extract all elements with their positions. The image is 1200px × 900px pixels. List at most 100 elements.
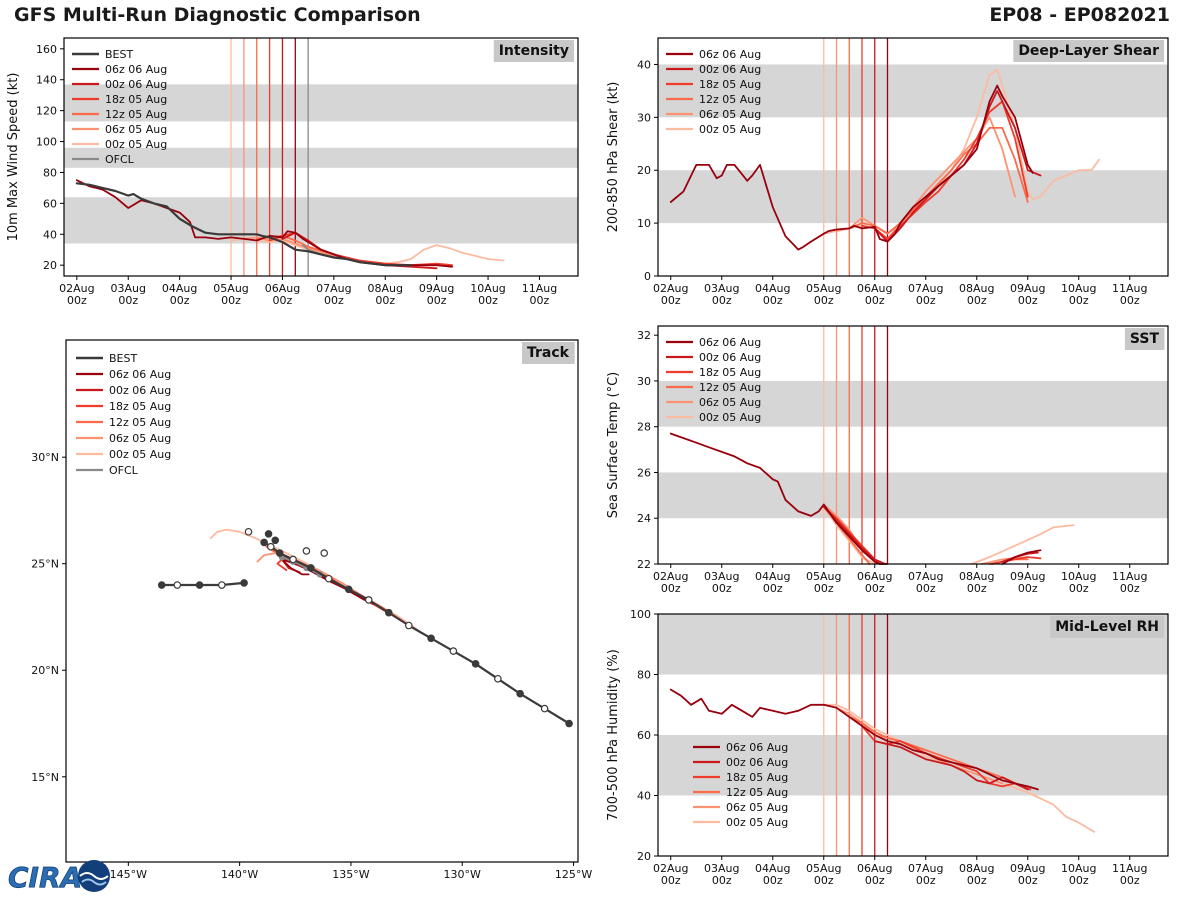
legend-entry-intensity-0: BEST bbox=[105, 48, 133, 61]
track-fix-marker bbox=[260, 538, 268, 547]
y-tick-label: 40 bbox=[637, 790, 651, 803]
cira-globe-wave-icon bbox=[79, 872, 109, 880]
track-fix-marker bbox=[516, 689, 524, 698]
track-fix-marker bbox=[494, 674, 502, 683]
legend-entry-rh-1: 00z 06 Aug bbox=[726, 756, 788, 769]
track-fix-marker bbox=[540, 704, 549, 713]
track-fix-marker bbox=[449, 647, 458, 655]
series-12z-05-aug bbox=[848, 127, 1029, 235]
x-tick-label: 03Aug 00z bbox=[704, 282, 739, 307]
legend-entry-intensity-6: 00z 05 Aug bbox=[105, 138, 167, 151]
legend-entry-sst-3: 12z 05 Aug bbox=[699, 381, 761, 394]
legend-entry-sst-4: 06z 05 Aug bbox=[699, 396, 761, 409]
axes-frame bbox=[63, 37, 579, 277]
series-06z-06-aug bbox=[669, 84, 1034, 251]
track-fix-marker bbox=[173, 581, 182, 589]
y-tick-label: 24 bbox=[637, 512, 651, 525]
panel-sst: 02Aug 00z 03Aug 00z 04Aug 00z 05Aug 00z 06Aug 00z… bbox=[606, 325, 1169, 595]
ylabel-rh: 700-500 hPa Humidity (%) bbox=[606, 649, 621, 821]
legend-entry-rh-4: 06z 05 Aug bbox=[726, 801, 788, 814]
legend-entry-intensity-2: 00z 06 Aug bbox=[105, 78, 167, 91]
track-fix-marker bbox=[344, 585, 353, 594]
x-tick-label: 130°W bbox=[444, 868, 481, 881]
shading-band bbox=[658, 170, 1168, 224]
storm-id: EP08 - EP082021 bbox=[989, 4, 1170, 26]
series-ofcl bbox=[280, 556, 321, 576]
track-extra-marker bbox=[302, 547, 311, 555]
panel-title-bg bbox=[493, 40, 574, 62]
axes-frame bbox=[657, 325, 1169, 565]
legend-entry-sst-5: 00z 05 Aug bbox=[699, 411, 761, 424]
track-extra-marker bbox=[264, 530, 273, 538]
x-tick-label: 08Aug 00z bbox=[959, 570, 994, 595]
track-fix-marker bbox=[266, 542, 275, 551]
x-tick-label: 02Aug 00z bbox=[653, 570, 688, 595]
x-tick-label: 11Aug 00z bbox=[1112, 570, 1147, 595]
legend-entry-intensity-3: 18z 05 Aug bbox=[105, 93, 167, 106]
shading-band bbox=[64, 147, 578, 168]
y-tick-label: 15°N bbox=[31, 771, 59, 784]
x-tick-label: 04Aug 00z bbox=[755, 570, 790, 595]
series-best bbox=[75, 182, 413, 267]
y-tick-label: 22 bbox=[637, 558, 651, 571]
track-fix-marker bbox=[427, 634, 435, 643]
y-tick-label: 20 bbox=[637, 850, 651, 863]
x-tick-label: 05Aug 00z bbox=[806, 570, 841, 595]
legend-entry-track-5: 06z 05 Aug bbox=[109, 432, 171, 445]
y-tick-label: 26 bbox=[637, 466, 651, 479]
panel-title-shear: Deep-Layer Shear bbox=[1018, 43, 1159, 59]
x-tick-label: 03Aug 00z bbox=[111, 282, 146, 307]
panel-title-bg bbox=[1050, 616, 1164, 638]
legend-entry-rh-3: 12z 05 Aug bbox=[726, 786, 788, 799]
track-fix-marker bbox=[307, 564, 315, 572]
axes-frame bbox=[657, 37, 1169, 277]
y-tick-label: 10 bbox=[637, 217, 651, 230]
y-tick-label: 25°N bbox=[31, 558, 59, 571]
legend-entry-shear-2: 18z 05 Aug bbox=[699, 78, 761, 91]
shading-band bbox=[658, 472, 1168, 519]
shading-band bbox=[64, 84, 578, 122]
legend-entry-track-7: OFCL bbox=[109, 464, 139, 477]
legend-entry-track-4: 12z 05 Aug bbox=[109, 416, 171, 429]
x-tick-label: 11Aug 00z bbox=[522, 282, 557, 307]
legend-entry-shear-3: 12z 05 Aug bbox=[699, 93, 761, 106]
legend-entry-shear-1: 00z 06 Aug bbox=[699, 63, 761, 76]
legend-entry-track-2: 00z 06 Aug bbox=[109, 384, 171, 397]
panel-title-rh: Mid-Level RH bbox=[1055, 619, 1159, 635]
y-tick-label: 160 bbox=[36, 43, 57, 56]
x-tick-label: 04Aug 00z bbox=[162, 282, 197, 307]
y-tick-label: 80 bbox=[43, 166, 57, 179]
track-extra-marker bbox=[271, 536, 280, 545]
x-tick-label: 05Aug 00z bbox=[806, 862, 841, 887]
series-06z-06-aug bbox=[280, 558, 366, 601]
cira-logo-text: CIRA bbox=[8, 861, 82, 894]
x-tick-label: 10Aug 00z bbox=[470, 282, 505, 307]
x-tick-label: 03Aug 00z bbox=[704, 862, 739, 887]
track-fix-marker bbox=[157, 581, 166, 589]
series-06z-06-aug bbox=[669, 432, 889, 565]
panel-title-bg bbox=[522, 342, 575, 364]
y-tick-label: 60 bbox=[43, 197, 57, 210]
series-12z-05-aug bbox=[848, 716, 1024, 788]
series-00z-05-aug bbox=[970, 524, 1075, 565]
legend-entry-shear-4: 06z 05 Aug bbox=[699, 108, 761, 121]
track-fix-marker bbox=[471, 660, 480, 668]
x-tick-label: 10Aug 00z bbox=[1061, 570, 1096, 595]
legend-entry-track-6: 00z 05 Aug bbox=[109, 448, 171, 461]
x-tick-label: 135°W bbox=[332, 868, 369, 881]
panel-title-track: Track bbox=[527, 345, 570, 361]
panel-track: 145°W 140°W 135°W 130°W 125°W 15°N 20°N 25°N 30°… bbox=[31, 339, 592, 881]
x-tick-label: 07Aug 00z bbox=[316, 282, 351, 307]
track-fix-marker bbox=[405, 621, 413, 630]
x-tick-label: 04Aug 00z bbox=[755, 282, 790, 307]
legend-entry-rh-5: 00z 05 Aug bbox=[726, 816, 788, 829]
y-tick-label: 100 bbox=[36, 136, 57, 149]
track-fix-marker bbox=[384, 608, 393, 617]
series-18z-05-aug bbox=[991, 556, 1042, 565]
x-tick-label: 11Aug 00z bbox=[1112, 282, 1147, 307]
x-tick-label: 06Aug 00z bbox=[265, 282, 300, 307]
y-tick-label: 40 bbox=[43, 228, 57, 241]
series-06z-06-aug bbox=[1001, 549, 1042, 565]
ylabel-shear: 200-850 hPa Shear (kt) bbox=[606, 82, 621, 233]
x-tick-label: 03Aug 00z bbox=[704, 570, 739, 595]
